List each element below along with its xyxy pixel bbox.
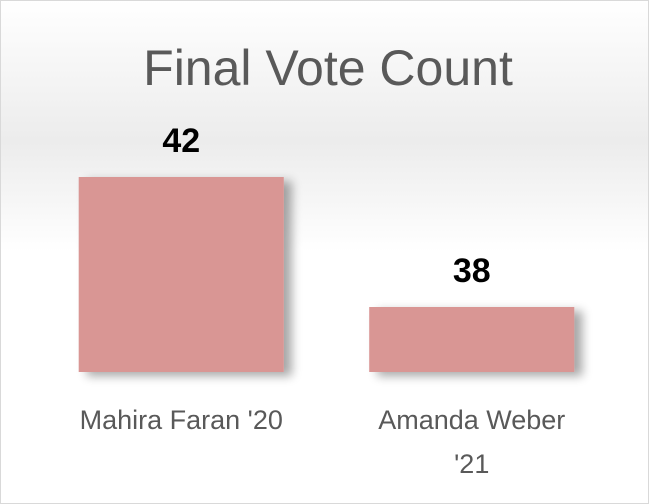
chart-title: Final Vote Count bbox=[143, 40, 513, 96]
x-tick-label: Amanda Weber '21 bbox=[378, 405, 566, 479]
bar bbox=[78, 177, 284, 372]
data-label: 38 bbox=[453, 252, 491, 290]
x-tick-label: Mahira Faran '20 bbox=[79, 405, 283, 435]
data-label: 42 bbox=[162, 122, 200, 160]
bar bbox=[369, 307, 575, 372]
